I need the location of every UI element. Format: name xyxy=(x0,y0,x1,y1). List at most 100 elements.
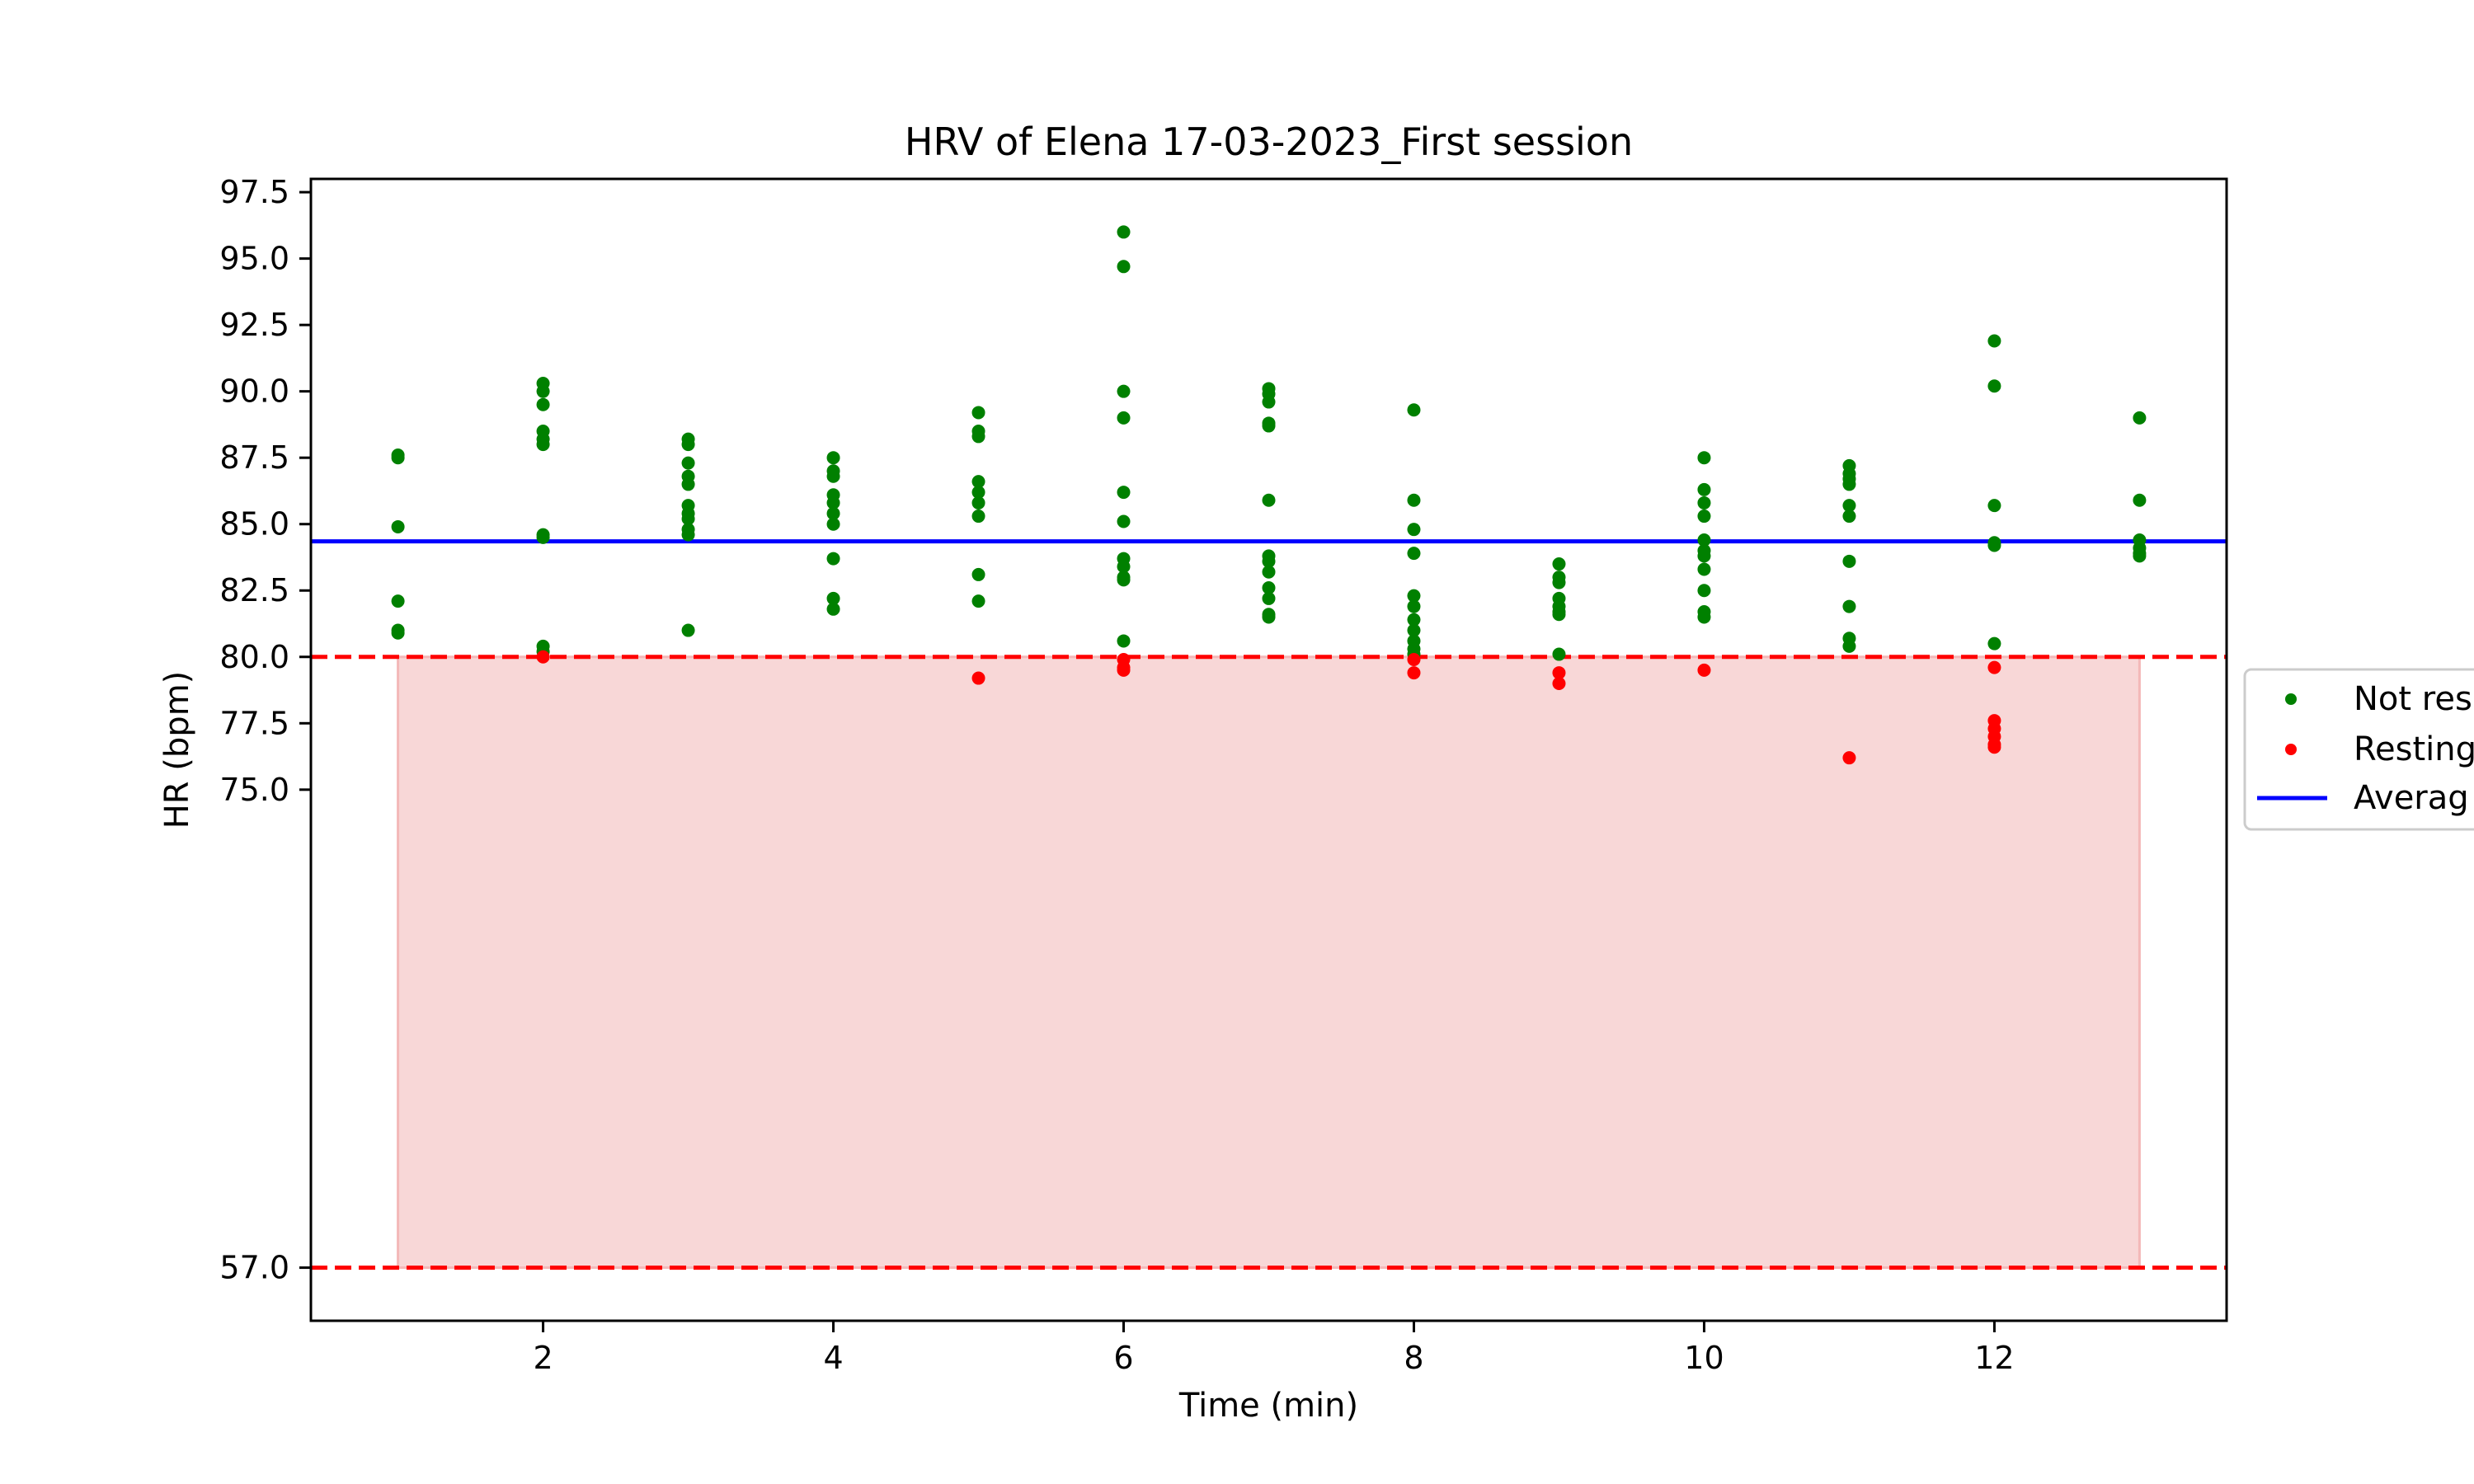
not-resting-point-47 xyxy=(1117,260,1131,274)
legend-label-resting: Resting xyxy=(2354,730,2474,768)
y-tick-label: 95.0 xyxy=(219,241,289,277)
y-tick-label: 75.0 xyxy=(219,772,289,808)
not-resting-point-11 xyxy=(536,438,550,452)
not-resting-point-99 xyxy=(1697,610,1711,624)
not-resting-point-116 xyxy=(2133,411,2147,425)
not-resting-point-44 xyxy=(971,567,985,581)
resting-point-0 xyxy=(536,650,550,664)
not-resting-point-31 xyxy=(826,495,840,510)
y-axis-label: HR (bpm) xyxy=(158,671,196,829)
legend: Not res Resting Averag xyxy=(2243,668,2474,831)
not-resting-point-72 xyxy=(1407,523,1421,537)
not-resting-point-121 xyxy=(2133,549,2147,563)
x-tick-label: 12 xyxy=(1974,1340,2014,1376)
resting-point-16 xyxy=(1987,740,2001,754)
not-resting-point-75 xyxy=(1407,599,1421,613)
not-resting-point-105 xyxy=(1842,510,1856,524)
not-resting-point-5 xyxy=(391,626,405,640)
not-resting-point-29 xyxy=(826,469,840,483)
not-resting-point-95 xyxy=(1697,549,1711,563)
y-tick-label: 92.5 xyxy=(219,307,289,343)
not-resting-point-33 xyxy=(826,517,840,531)
resting-point-1 xyxy=(971,671,985,685)
x-tick-label: 2 xyxy=(533,1340,553,1376)
data-points xyxy=(391,225,2147,765)
not-resting-point-112 xyxy=(1987,499,2001,513)
resting-point-9 xyxy=(1697,663,1711,677)
not-resting-point-35 xyxy=(826,591,840,605)
not-resting-point-62 xyxy=(1262,493,1276,507)
not-resting-point-109 xyxy=(1842,639,1856,653)
not-resting-point-110 xyxy=(1987,334,2001,348)
not-resting-point-56 xyxy=(1117,634,1131,648)
x-axis-label: Time (min) xyxy=(1178,1387,1358,1425)
resting-point-10 xyxy=(1842,751,1856,765)
not-resting-point-46 xyxy=(1117,225,1131,239)
not-resting-point-97 xyxy=(1697,584,1711,598)
not-resting-point-8 xyxy=(536,397,550,411)
not-resting-point-34 xyxy=(826,552,840,566)
not-resting-point-103 xyxy=(1842,477,1856,491)
resting-point-11 xyxy=(1987,660,2001,674)
legend-marker-resting xyxy=(2285,744,2297,755)
not-resting-point-17 xyxy=(681,438,695,452)
not-resting-point-106 xyxy=(1842,554,1856,568)
not-resting-point-43 xyxy=(971,510,985,524)
not-resting-point-115 xyxy=(1987,636,2001,650)
not-resting-point-32 xyxy=(826,506,840,520)
not-resting-point-81 xyxy=(1552,557,1566,571)
y-axis-ticks: 57.0 75.0 77.5 80.0 82.5 85.0 87.5 90.0 92.5 95.0… xyxy=(219,174,311,1286)
resting-zone-band xyxy=(397,655,2141,1270)
threshold-lines xyxy=(311,655,2227,1270)
not-resting-point-23 xyxy=(681,512,695,526)
not-resting-point-92 xyxy=(1697,510,1711,524)
not-resting-point-117 xyxy=(2133,493,2147,507)
not-resting-point-74 xyxy=(1407,589,1421,603)
resting-point-7 xyxy=(1552,666,1566,680)
y-tick-label: 80.0 xyxy=(219,639,289,675)
not-resting-point-3 xyxy=(391,594,405,608)
plot-frame xyxy=(309,177,2228,1322)
not-resting-point-1 xyxy=(391,451,405,465)
not-resting-point-13 xyxy=(536,530,550,544)
not-resting-point-59 xyxy=(1262,395,1276,409)
not-resting-point-7 xyxy=(536,384,550,398)
not-resting-point-2 xyxy=(391,519,405,533)
legend-box xyxy=(2243,668,2474,831)
y-tick-label: 97.5 xyxy=(219,174,289,210)
not-resting-point-40 xyxy=(971,475,985,489)
x-tick-label: 6 xyxy=(1113,1340,1133,1376)
legend-label-not-resting: Not res xyxy=(2354,680,2472,718)
not-resting-point-107 xyxy=(1842,599,1856,613)
resting-point-8 xyxy=(1552,676,1566,690)
not-resting-point-49 xyxy=(1117,411,1131,425)
y-tick-label: 57.0 xyxy=(219,1250,289,1286)
y-tick-label: 90.0 xyxy=(219,373,289,410)
not-resting-point-65 xyxy=(1262,565,1276,579)
not-resting-point-114 xyxy=(1987,538,2001,552)
not-resting-point-50 xyxy=(1117,486,1131,500)
not-resting-point-96 xyxy=(1697,562,1711,576)
not-resting-point-83 xyxy=(1552,575,1566,589)
not-resting-point-20 xyxy=(681,477,695,491)
not-resting-point-89 xyxy=(1697,451,1711,465)
x-tick-label: 8 xyxy=(1404,1340,1423,1376)
y-tick-label: 82.5 xyxy=(219,572,289,608)
not-resting-point-18 xyxy=(681,456,695,470)
not-resting-point-48 xyxy=(1117,384,1131,398)
not-resting-point-104 xyxy=(1842,499,1856,513)
not-resting-point-88 xyxy=(1552,647,1566,661)
not-resting-point-87 xyxy=(1552,608,1566,622)
x-axis-ticks: 2 4 6 8 10 12 xyxy=(533,1321,2015,1376)
not-resting-point-26 xyxy=(681,623,695,637)
not-resting-point-77 xyxy=(1407,623,1421,637)
y-tick-label: 77.5 xyxy=(219,705,289,741)
not-resting-point-45 xyxy=(971,594,985,608)
not-resting-point-36 xyxy=(826,602,840,616)
x-tick-label: 10 xyxy=(1684,1340,1724,1376)
chart-title: HRV of Elena 17-03-2023_First session xyxy=(905,120,1633,164)
not-resting-point-27 xyxy=(826,451,840,465)
resting-point-4 xyxy=(1117,663,1131,677)
resting-point-5 xyxy=(1407,652,1421,666)
